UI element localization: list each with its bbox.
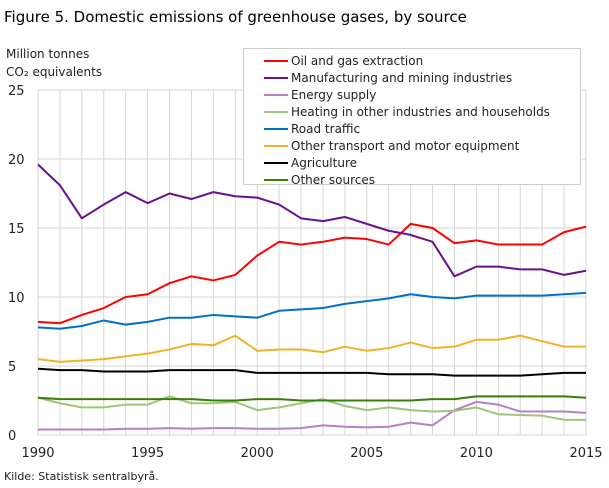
- x-tick-label: 1990: [21, 446, 54, 461]
- x-tick-label: 2000: [241, 446, 274, 461]
- legend-swatch: [264, 76, 288, 79]
- legend-item: Agriculture: [244, 154, 580, 171]
- y-axis-label-line1: Million tonnes: [6, 47, 90, 61]
- legend-swatch: [264, 144, 288, 147]
- y-tick-label: 20: [8, 153, 25, 168]
- source-note: Kilde: Statistisk sentralbyrå.: [4, 470, 159, 483]
- legend-swatch: [264, 110, 288, 113]
- series-line-other-transport-and-motor-equipment: [37, 334, 586, 363]
- legend-item: Other transport and motor equipment: [244, 137, 580, 154]
- legend-swatch: [264, 93, 288, 96]
- y-tick-label: 25: [8, 84, 25, 99]
- legend-label: Road traffic: [291, 121, 361, 136]
- legend-label: Agriculture: [291, 155, 357, 170]
- series-line-oil-and-gas-extraction: [37, 222, 587, 325]
- legend-swatch: [264, 127, 288, 130]
- legend-label: Oil and gas extraction: [291, 53, 424, 68]
- legend-label: Heating in other industries and househol…: [291, 104, 550, 119]
- legend-swatch: [264, 161, 288, 164]
- y-tick-label: 15: [8, 222, 25, 237]
- legend-item: Manufacturing and mining industries: [244, 69, 580, 86]
- legend-swatch: [264, 59, 288, 62]
- series-line-agriculture: [37, 367, 586, 377]
- legend-item: Oil and gas extraction: [244, 52, 580, 69]
- legend-label: Other sources: [291, 172, 375, 187]
- legend-label: Manufacturing and mining industries: [291, 70, 513, 85]
- legend-label: Energy supply: [291, 87, 377, 102]
- series-line-road-traffic: [37, 291, 587, 330]
- x-tick-label: 1995: [131, 446, 164, 461]
- y-axis-label-line2: CO₂ equivalents: [6, 65, 103, 79]
- series-line-manufacturing-and-mining-industries: [37, 163, 587, 278]
- legend-item: Heating in other industries and househol…: [244, 103, 580, 120]
- series-line-other-sources: [37, 395, 587, 402]
- legend-item: Energy supply: [244, 86, 580, 103]
- legend: Oil and gas extraction Manufacturing and …: [243, 48, 581, 188]
- y-tick-label: 0: [8, 429, 16, 444]
- legend-swatch: [264, 178, 288, 181]
- x-tick-label: 2010: [460, 446, 493, 461]
- x-tick-label: 2005: [350, 446, 383, 461]
- x-tick-label: 2015: [569, 446, 602, 461]
- chart-title: Figure 5. Domestic emissions of greenhou…: [4, 8, 467, 26]
- legend-label: Other transport and motor equipment: [291, 138, 520, 153]
- y-tick-label: 10: [8, 291, 25, 306]
- legend-item: Other sources: [244, 171, 580, 188]
- y-tick-label: 5: [8, 360, 16, 375]
- series-line-energy-supply: [38, 400, 587, 431]
- legend-item: Road traffic: [244, 120, 580, 137]
